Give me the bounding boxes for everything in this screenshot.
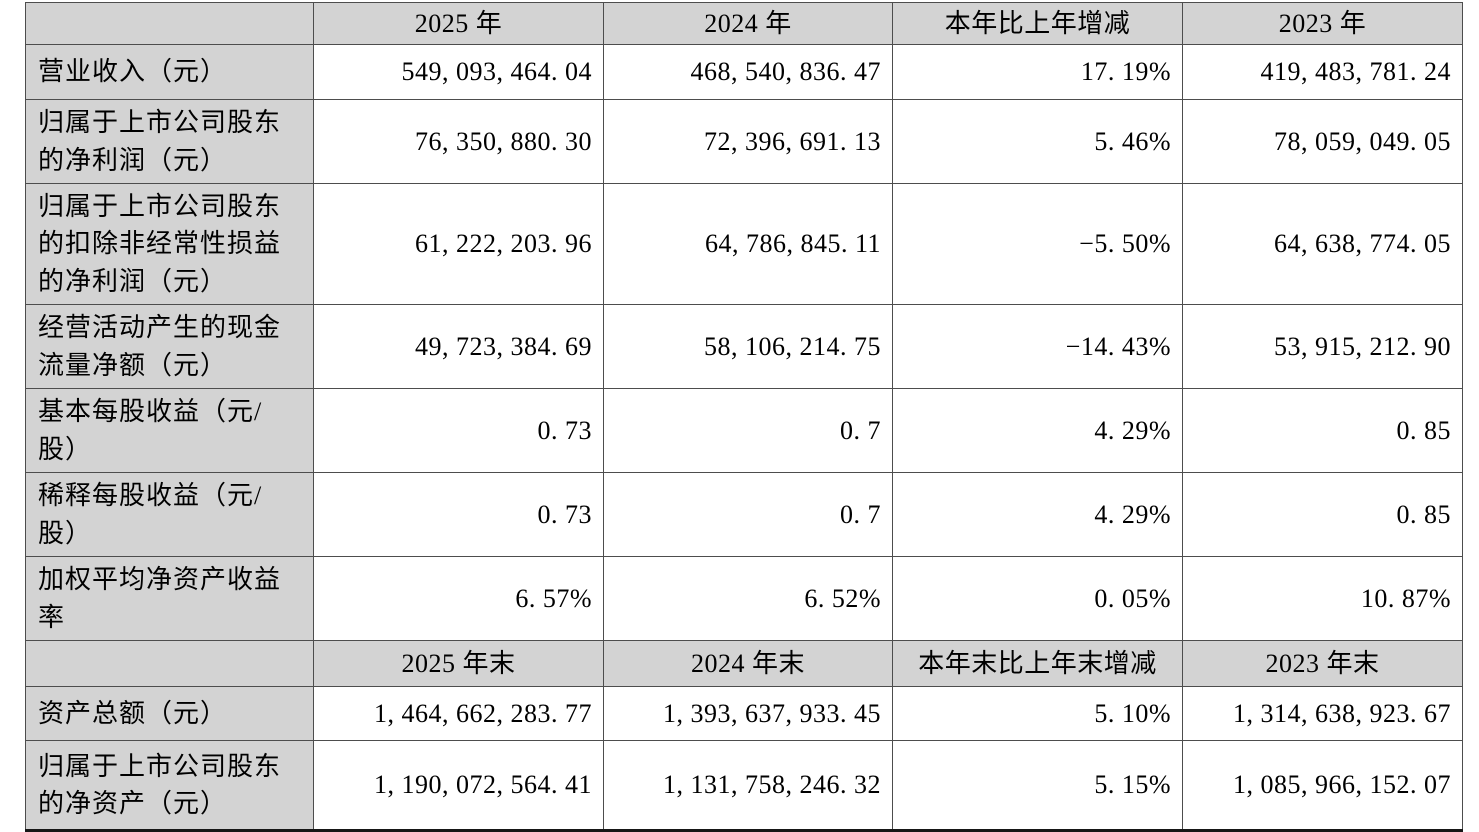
header-row-current-period: 2025 年 2024 年 本年比上年增减 2023 年	[25, 2, 1463, 45]
value-2024: 58, 106, 214. 75	[603, 304, 893, 390]
col-header-2023: 2023 年	[1182, 2, 1463, 45]
value-change: 5. 46%	[892, 99, 1183, 184]
col-header-2025-year-end: 2025 年末	[313, 640, 604, 688]
row-operating-cash-flow: 经营活动产生的现金 流量净额（元） 49, 723, 384. 69 58, 1…	[25, 304, 1463, 390]
value-2025: 0. 73	[313, 388, 604, 474]
value-2025: 1, 190, 072, 564. 41	[313, 740, 604, 832]
value-2025: 61, 222, 203. 96	[313, 182, 604, 306]
value-2023: 1, 314, 638, 923. 67	[1182, 686, 1463, 742]
value-change: 5. 10%	[892, 686, 1183, 742]
value-2023: 0. 85	[1182, 472, 1463, 558]
value-2024: 468, 540, 836. 47	[603, 44, 893, 100]
row-label: 归属于上市公司股东 的净资产（元）	[25, 740, 314, 832]
value-2023: 10. 87%	[1182, 556, 1463, 642]
value-2025: 1, 464, 662, 283. 77	[313, 686, 604, 742]
value-2025: 549, 093, 464. 04	[313, 44, 604, 100]
value-2023: 1, 085, 966, 152. 07	[1182, 740, 1463, 832]
value-change: −5. 50%	[892, 182, 1183, 306]
col-header-2025: 2025 年	[313, 2, 604, 45]
col-header-yoy-change: 本年比上年增减	[892, 2, 1183, 45]
row-label: 加权平均净资产收益 率	[25, 556, 314, 642]
row-net-assets: 归属于上市公司股东 的净资产（元） 1, 190, 072, 564. 41 1…	[25, 740, 1463, 832]
row-label: 经营活动产生的现金 流量净额（元）	[25, 304, 314, 390]
row-operating-revenue: 营业收入（元） 549, 093, 464. 04 468, 540, 836.…	[25, 44, 1463, 100]
value-2024: 0. 7	[603, 472, 893, 558]
financial-summary-table: 2025 年 2024 年 本年比上年增减 2023 年 营业收入（元） 549…	[25, 2, 1463, 832]
row-label: 归属于上市公司股东 的净利润（元）	[25, 99, 314, 184]
value-change: 0. 05%	[892, 556, 1183, 642]
row-diluted-eps: 稀释每股收益（元/ 股） 0. 73 0. 7 4. 29% 0. 85	[25, 472, 1463, 558]
value-change: 17. 19%	[892, 44, 1183, 100]
row-total-assets: 资产总额（元） 1, 464, 662, 283. 77 1, 393, 637…	[25, 686, 1463, 742]
row-net-profit: 归属于上市公司股东 的净利润（元） 76, 350, 880. 30 72, 3…	[25, 99, 1463, 184]
value-change: 4. 29%	[892, 388, 1183, 474]
value-2024: 1, 131, 758, 246. 32	[603, 740, 893, 832]
value-change: 4. 29%	[892, 472, 1183, 558]
value-2025: 6. 57%	[313, 556, 604, 642]
col-header-2024: 2024 年	[603, 2, 893, 45]
value-2025: 0. 73	[313, 472, 604, 558]
value-2023: 419, 483, 781. 24	[1182, 44, 1463, 100]
value-2023: 53, 915, 212. 90	[1182, 304, 1463, 390]
col-header-2023-year-end: 2023 年末	[1182, 640, 1463, 688]
value-2023: 78, 059, 049. 05	[1182, 99, 1463, 184]
col-header-year-end-change: 本年末比上年末增减	[892, 640, 1183, 688]
header-blank-cell	[25, 640, 314, 688]
value-2023: 0. 85	[1182, 388, 1463, 474]
value-2024: 72, 396, 691. 13	[603, 99, 893, 184]
value-2024: 6. 52%	[603, 556, 893, 642]
row-label: 基本每股收益（元/ 股）	[25, 388, 314, 474]
col-header-2024-year-end: 2024 年末	[603, 640, 893, 688]
row-label: 营业收入（元）	[25, 44, 314, 100]
value-change: −14. 43%	[892, 304, 1183, 390]
value-2025: 49, 723, 384. 69	[313, 304, 604, 390]
value-2025: 76, 350, 880. 30	[313, 99, 604, 184]
row-label: 稀释每股收益（元/ 股）	[25, 472, 314, 558]
row-net-profit-deducted: 归属于上市公司股东 的扣除非经常性损益 的净利润（元） 61, 222, 203…	[25, 182, 1463, 306]
header-row-year-end: 2025 年末 2024 年末 本年末比上年末增减 2023 年末	[25, 640, 1463, 688]
row-weighted-average-roe: 加权平均净资产收益 率 6. 57% 6. 52% 0. 05% 10. 87%	[25, 556, 1463, 642]
value-2024: 1, 393, 637, 933. 45	[603, 686, 893, 742]
value-change: 5. 15%	[892, 740, 1183, 832]
value-2023: 64, 638, 774. 05	[1182, 182, 1463, 306]
row-label: 归属于上市公司股东 的扣除非经常性损益 的净利润（元）	[25, 182, 314, 306]
value-2024: 64, 786, 845. 11	[603, 182, 893, 306]
value-2024: 0. 7	[603, 388, 893, 474]
header-blank-cell	[25, 2, 314, 45]
row-label: 资产总额（元）	[25, 686, 314, 742]
row-basic-eps: 基本每股收益（元/ 股） 0. 73 0. 7 4. 29% 0. 85	[25, 388, 1463, 474]
